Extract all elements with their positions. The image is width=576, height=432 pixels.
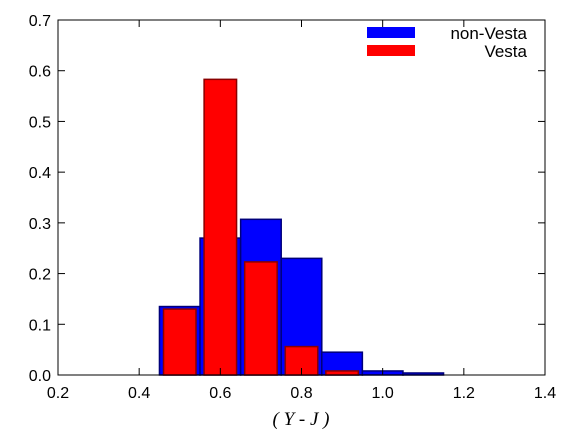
y-tick-label: 0.4 — [29, 165, 51, 182]
legend-label-vesta: Vesta — [484, 42, 527, 61]
legend-label-non-vesta: non-Vesta — [450, 24, 527, 43]
x-tick-label: 0.6 — [209, 385, 231, 402]
y-tick-label: 0.2 — [29, 267, 51, 284]
x-tick-label: 0.8 — [290, 385, 312, 402]
y-tick-label: 0.6 — [29, 64, 51, 81]
x-tick-label: 0.2 — [47, 385, 69, 402]
ticks-layer: 0.2 0.4 0.6 0.8 1.0 1.2 1.4 0.0 0.1 0.2 0.3 0.4 0.5 0… — [29, 13, 556, 402]
x-axis-title: ( Y - J ) — [273, 409, 330, 430]
legend-swatch-vesta — [367, 45, 415, 56]
x-tick-label: 1.4 — [534, 385, 556, 402]
bars-layer — [158, 78, 445, 376]
vesta-bar-0 — [162, 308, 197, 376]
y-tick-label: 0.5 — [29, 114, 51, 131]
y-tick-label: 0.7 — [29, 13, 51, 30]
x-tick-label: 1.2 — [453, 385, 475, 402]
y-tick-label: 0.3 — [29, 216, 51, 233]
vesta-bar-1 — [203, 78, 238, 376]
x-tick-label: 1.0 — [372, 385, 394, 402]
vesta-bar-2 — [243, 261, 278, 376]
x-tick-label: 0.4 — [128, 385, 150, 402]
legend-swatch-non-vesta — [367, 27, 415, 38]
y-tick-label: 0.1 — [29, 317, 51, 334]
vesta-bar-4 — [325, 370, 360, 376]
y-tick-label: 0.0 — [29, 368, 51, 385]
